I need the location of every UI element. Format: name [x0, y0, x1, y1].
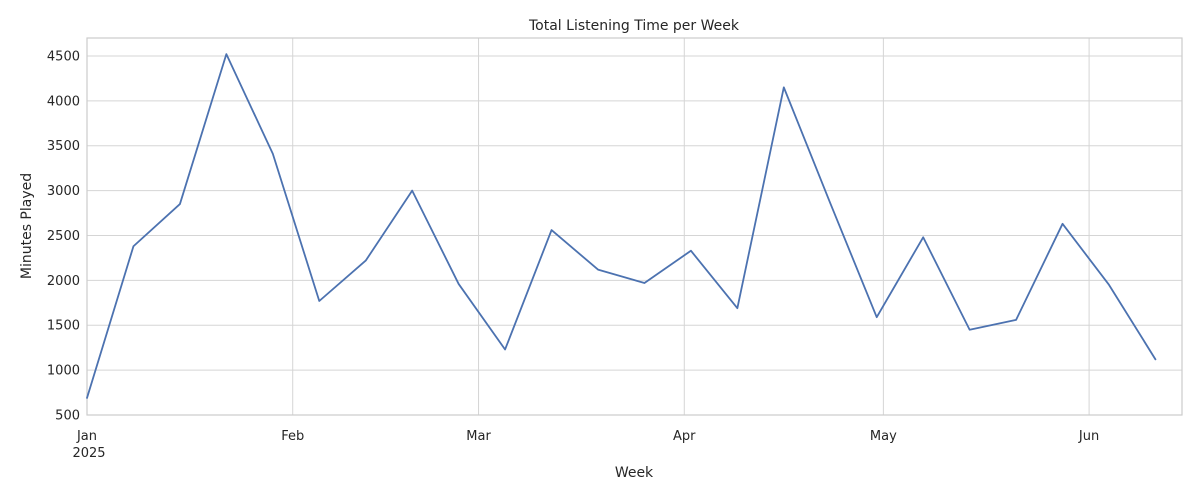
x-tick-label: Mar: [466, 429, 491, 444]
y-tick-label: 500: [55, 409, 80, 424]
chart-title: Total Listening Time per Week: [528, 18, 740, 34]
y-tick-label: 4500: [47, 49, 80, 64]
y-axis-label: Minutes Played: [19, 173, 35, 279]
x-axis-ticks: Jan 2025 Feb Mar Apr May Jun: [72, 429, 1099, 461]
y-axis-ticks: 500 1000 1500 2000 2500 3000 3500 4000 4500: [47, 49, 80, 423]
plot-frame: [86, 37, 1183, 416]
y-tick-label: 1500: [47, 319, 80, 334]
y-tick-label: 2000: [47, 274, 80, 289]
y-tick-label: 3500: [47, 139, 80, 154]
x-tick-label: Jun: [1078, 429, 1099, 444]
y-tick-label: 3000: [47, 184, 80, 199]
y-tick-label: 1000: [47, 364, 80, 379]
x-axis-label: Week: [615, 465, 654, 481]
series-layer: [86, 53, 1157, 399]
x-tick-label: May: [870, 429, 897, 444]
y-tick-label: 2500: [47, 229, 80, 244]
x-tick-label: Feb: [281, 429, 304, 444]
series-line: [86, 53, 1157, 399]
y-tick-label: 4000: [47, 94, 80, 109]
grid: [86, 38, 1182, 416]
x-tick-label: Apr: [673, 429, 696, 444]
x-tick-label: Jan: [76, 429, 97, 444]
x-tick-sublabel: 2025: [72, 446, 105, 461]
